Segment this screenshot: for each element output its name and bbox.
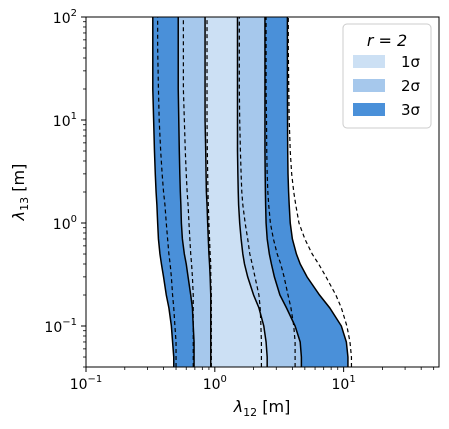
legend: r = 2 1σ 2σ 3σ [342, 23, 432, 129]
confidence-bands [152, 17, 348, 367]
legend-label: 1σ [401, 53, 421, 71]
legend-swatch [353, 103, 385, 116]
solid-line-sigma1-right [236, 17, 268, 367]
dashed-line-1 [157, 17, 177, 367]
legend-swatch [353, 55, 385, 68]
x-axis-ticks: 10−1 100 101 [70, 367, 435, 393]
dashed-line-4 [238, 17, 263, 367]
dashed-line-6 [287, 17, 353, 367]
y-axis-label: λ13 [m] [9, 164, 31, 222]
dashed-line-2 [182, 17, 194, 367]
y-tick-label: 102 [53, 8, 77, 27]
solid-line-sigma2-left [177, 17, 195, 367]
legend-box [342, 23, 432, 129]
band-sigma3-left [152, 17, 195, 367]
band-sigma2-left [178, 17, 211, 367]
legend-title: r = 2 [367, 31, 407, 50]
legend-label: 2σ [401, 77, 421, 95]
dashed-boundaries [157, 17, 353, 367]
band-sigma3-right [264, 17, 348, 367]
x-tick-label: 10−1 [70, 374, 103, 393]
y-tick-label: 10−1 [44, 317, 77, 336]
band-sigma1 [205, 17, 268, 367]
y-axis-ticks: 10−1 100 101 102 [44, 8, 86, 368]
legend-label: 3σ [401, 101, 421, 119]
x-tick-label: 101 [332, 374, 356, 393]
plot-area [152, 17, 353, 367]
x-axis-label: λ12 [m] [233, 397, 291, 419]
y-tick-label: 101 [53, 111, 77, 130]
legend-swatch [353, 79, 385, 92]
solid-line-sigma3-right [286, 17, 349, 367]
solid-line-sigma1-left [204, 17, 212, 367]
dashed-line-3 [206, 17, 212, 367]
x-tick-label: 100 [203, 374, 227, 393]
solid-boundaries [152, 17, 349, 367]
legend-entries: 1σ 2σ 3σ [353, 53, 421, 119]
y-tick-label: 100 [53, 214, 77, 233]
solid-line-sigma3-left [152, 17, 175, 367]
solid-line-sigma2-right [264, 17, 303, 367]
band-sigma2-right [237, 17, 302, 367]
